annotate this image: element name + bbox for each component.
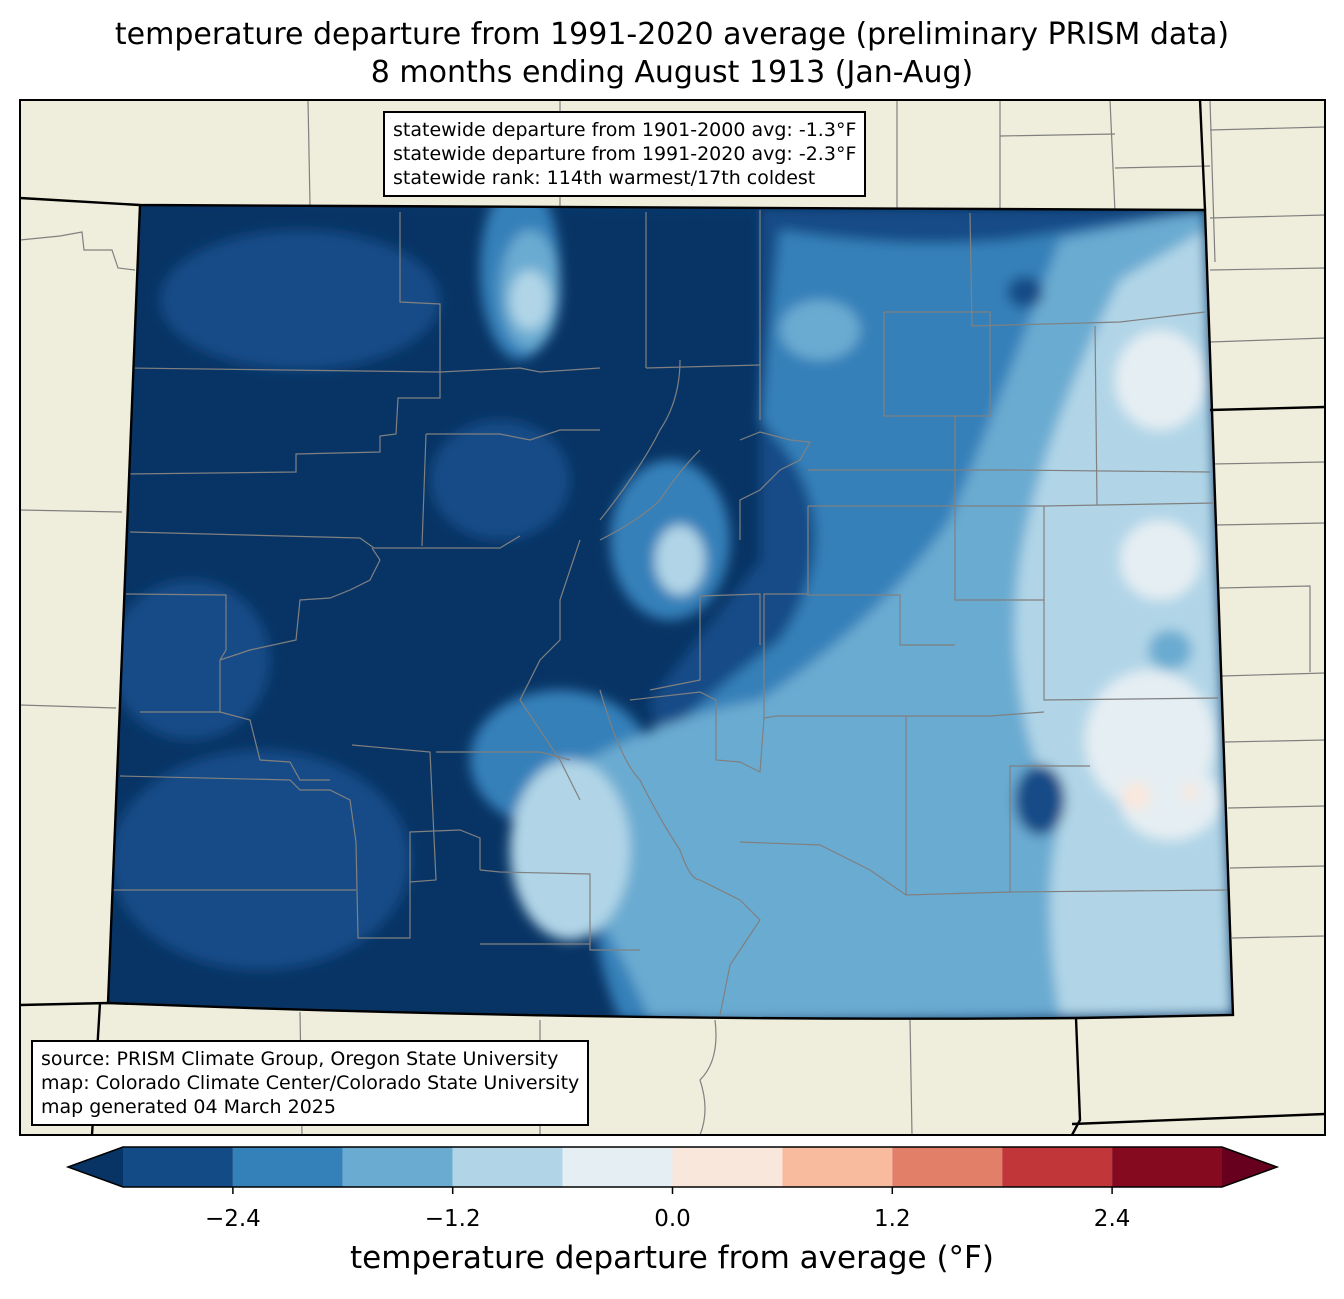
colorbar-segment [562,1147,673,1187]
stats-line-rank: statewide rank: 114th warmest/17th colde… [393,167,816,189]
colorbar-under-arrow [68,1147,123,1187]
colorbar-segment [892,1147,1003,1187]
source-line-generated: map generated 04 March 2025 [41,1096,336,1118]
colorbar-over-arrow [1222,1147,1277,1187]
colorbar-tick-label: −1.2 [424,1206,481,1232]
colorbar-segment [672,1147,783,1187]
colorbar-segment [782,1147,893,1187]
source-box: source: PRISM Climate Group, Oregon Stat… [31,1040,590,1126]
colorbar-segment [342,1147,453,1187]
colorbar-tick-label: −2.4 [204,1206,261,1232]
colorbar-outline [65,1146,1280,1188]
map-subtitle: 8 months ending August 1913 (Jan-Aug) [370,55,974,90]
source-line-map: map: Colorado Climate Center/Colorado St… [41,1072,580,1094]
state-borders [20,100,1325,1135]
stats-line-1901-2000: statewide departure from 1901-2000 avg: … [393,119,857,141]
map-title: temperature departure from 1991-2020 ave… [114,17,1230,52]
colorbar-tick-label: 2.4 [1093,1206,1131,1232]
colorbar-tick-label: 0.0 [654,1206,691,1232]
colorbar [65,1146,1280,1194]
colorbar-tick-label: 1.2 [874,1206,911,1232]
county-lines [112,210,1231,1016]
map-frame [19,99,1326,1136]
colorbar-segment [123,1147,233,1187]
colorbar-segment [452,1147,563,1187]
colorbar-segment [232,1147,343,1187]
neighbor-county-lines [20,100,1325,1135]
colorbar-label: temperature departure from average (°F) [350,1240,994,1276]
stats-line-1991-2020: statewide departure from 1991-2020 avg: … [393,143,857,165]
temperature-field [108,205,1233,1019]
source-line-prism: source: PRISM Climate Group, Oregon Stat… [41,1048,559,1070]
colorbar-segment [1002,1147,1113,1187]
colorbar-segment [1112,1147,1222,1187]
statewide-stats-box: statewide departure from 1901-2000 avg: … [383,111,867,197]
